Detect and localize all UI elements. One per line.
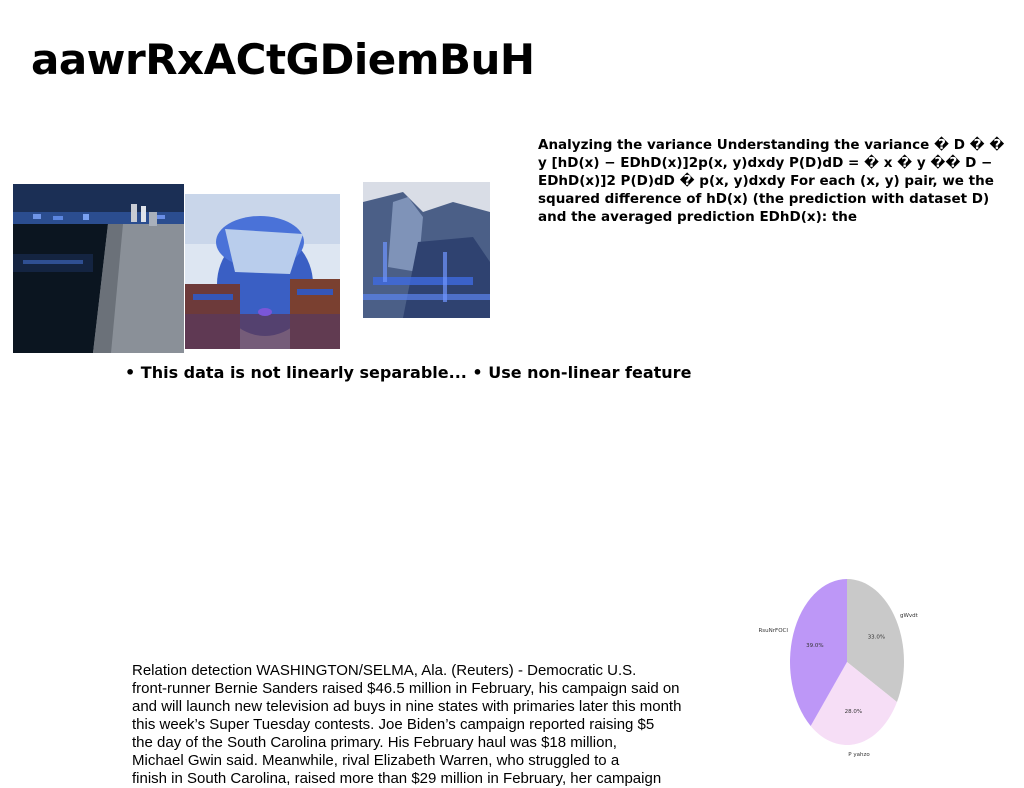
article-line: Relation detection WASHINGTON/SELMA, Ala… [132, 662, 637, 679]
pie-chart: 33.0% gWvdt 28.0% P yahzo 39.0% RsuNrFOCI [752, 572, 932, 762]
article-line: this week’s Super Tuesday contests. Joe … [132, 716, 655, 733]
pie-slice-rsunrfoci [790, 579, 847, 726]
pie-value-label: 28.0% [845, 709, 862, 715]
article-line: the day of the South Carolina primary. H… [132, 734, 617, 751]
page-title: aawrRxACtGDiemBuH [31, 35, 535, 84]
bullet-points: • This data is not linearly separable...… [125, 363, 692, 382]
pie-value-label: 33.0% [868, 635, 885, 641]
article-line: Michael Gwin said. Meanwhile, rival Eliz… [132, 752, 620, 769]
article-line: finish in South Carolina, raised more th… [132, 770, 662, 787]
pie-chart-svg: 33.0% gWvdt 28.0% P yahzo 39.0% RsuNrFOCI [758, 579, 919, 758]
pie-slice-gwvdt [847, 579, 904, 702]
variance-paragraph: Analyzing the variance Understanding the… [538, 137, 1005, 225]
rocky-shore-photo [363, 182, 490, 318]
pie-category-label: RsuNrFOCI [758, 628, 788, 634]
article-line: front-runner Bernie Sanders raised $46.5… [132, 680, 680, 697]
pie-category-label: P yahzo [848, 752, 870, 758]
pie-category-label: gWvdt [900, 613, 919, 619]
pie-value-label: 39.0% [806, 643, 823, 649]
news-article: Relation detection WASHINGTON/SELMA, Ala… [132, 662, 732, 788]
night-waterfront-photo [13, 184, 184, 353]
pie-slice-p-yahzo [810, 662, 897, 745]
article-line: and will launch new television ad buys i… [132, 698, 682, 715]
person-covering-face-photo [185, 194, 340, 349]
